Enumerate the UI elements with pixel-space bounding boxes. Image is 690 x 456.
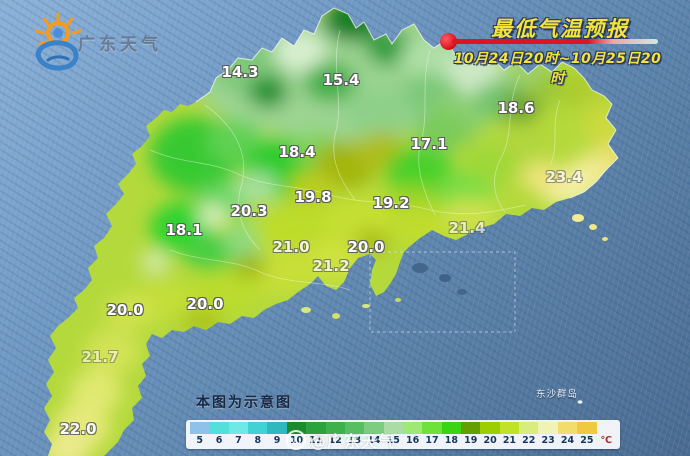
temperature-label: 20.0 — [186, 295, 224, 313]
legend-tick: 19 — [461, 422, 481, 448]
schematic-note: 本图为示意图 — [196, 395, 292, 411]
legend-tick: 21 — [499, 422, 520, 448]
temperature-label: 18.4 — [278, 143, 316, 161]
legend-tick: 15 — [383, 422, 403, 448]
temperature-label: 15.4 — [322, 71, 360, 89]
legend-tick: 23 — [538, 422, 558, 448]
temperature-label: 14.3 — [221, 63, 259, 81]
legend-tick: 14 — [364, 422, 384, 448]
estuary-dashed-box — [369, 251, 516, 333]
temperature-legend: 5 6 7 8 9 10 11 12 13 14 15 16 17 18 19 20 21 22 23 24 25 ℃ — [186, 420, 620, 449]
dongsha-islands-label: 东沙群岛 — [536, 389, 579, 400]
legend-tick: 7 — [228, 422, 249, 448]
legend-tick: 20 — [480, 422, 500, 448]
legend-tick: 17 — [422, 422, 442, 448]
temperature-label: 20.0 — [106, 301, 144, 319]
timeline-bar — [452, 39, 658, 44]
legend-tick: 9 — [267, 422, 287, 448]
station-logo-text: 广东天气 — [78, 35, 162, 55]
forecast-period: 10月24日20时~10月25日20时 — [453, 51, 662, 87]
legend-tick: 12 — [325, 422, 345, 448]
legend-tick: 16 — [402, 422, 423, 448]
legend-tick: 10 — [286, 422, 307, 448]
timeline-dot — [440, 33, 457, 50]
temperature-label: 18.6 — [497, 99, 535, 117]
temperature-label: 21.7 — [81, 348, 119, 366]
legend-unit: ℃ — [600, 435, 612, 446]
station-logo: 广东天气 — [28, 12, 208, 74]
legend-tick: 8 — [248, 422, 268, 448]
legend-tick: 25 — [577, 422, 597, 448]
map-title: 最低气温预报 — [491, 17, 629, 41]
temperature-label: 17.1 — [410, 135, 448, 153]
legend-tick: 18 — [441, 422, 462, 448]
coastal-islands — [301, 214, 608, 404]
legend-tick: 5 — [190, 422, 210, 448]
temperature-label: 21.2 — [312, 257, 350, 275]
temperature-label: 23.4 — [545, 168, 583, 186]
temperature-label: 19.2 — [372, 194, 410, 212]
temperature-label: 21.0 — [272, 238, 310, 256]
temperature-label: 20.3 — [230, 202, 268, 220]
legend-tick: 13 — [344, 422, 365, 448]
temperature-label: 18.1 — [165, 221, 203, 239]
legend-tick: 6 — [209, 422, 229, 448]
sun-cloud-logo-icon — [34, 12, 82, 71]
temperature-label: 22.0 — [59, 420, 97, 438]
legend-tick: 22 — [519, 422, 539, 448]
temperature-label: 19.8 — [294, 188, 332, 206]
legend-tick: 11 — [306, 422, 326, 448]
temperature-label: 20.0 — [347, 238, 385, 256]
legend-tick: 24 — [557, 422, 578, 448]
temperature-label: 21.4 — [448, 219, 486, 237]
county-boundaries — [149, 29, 561, 291]
